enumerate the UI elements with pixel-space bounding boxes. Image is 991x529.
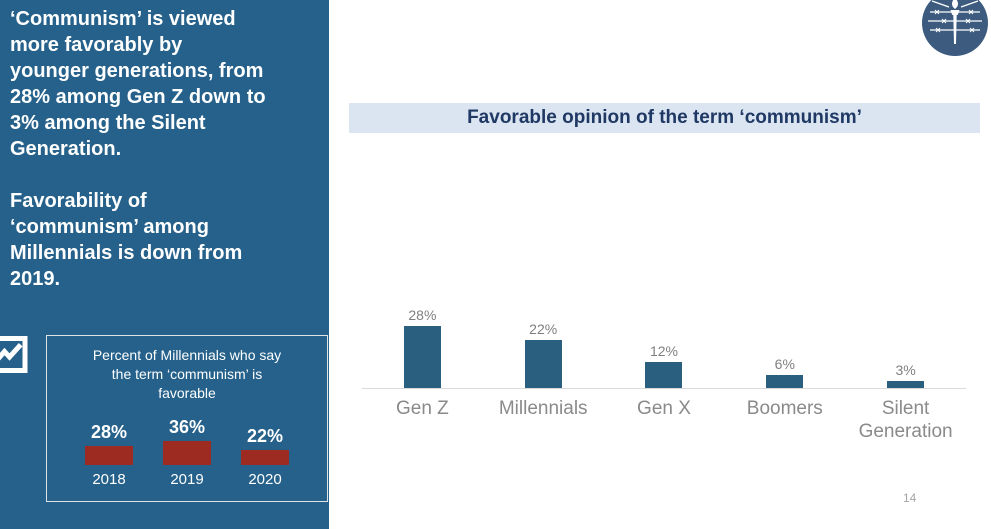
bar-column-boomers: 6% xyxy=(724,356,845,388)
bar xyxy=(645,361,683,388)
category-label: Gen Z xyxy=(395,398,449,419)
category-label: 2019 xyxy=(170,471,204,488)
bar xyxy=(241,450,289,465)
bar xyxy=(524,339,562,388)
category-label: Millennials xyxy=(498,398,588,419)
bar xyxy=(403,326,441,388)
mini-chart-bars: 28% 2018 36% 2019 22% 2020 xyxy=(47,416,327,488)
generation-bar-chart: 28% 22% 12% 6% 3% Gen Z Millennials Gen X Boome… xyxy=(362,300,966,443)
sidebar: ‘Communism’ is viewed more favorably by … xyxy=(0,0,329,529)
bar-value-label: 12% xyxy=(649,342,678,359)
bar-value-label: 6% xyxy=(774,355,795,372)
main-chart-bars: 28% 22% 12% 6% 3% xyxy=(362,300,966,388)
page-number: 14 xyxy=(903,491,917,505)
bar-column-silent-generation: 3% xyxy=(845,362,966,388)
category-label: Gen X xyxy=(637,398,691,419)
bar-value-label: 28% xyxy=(408,307,437,324)
bar-column-millennials: 22% xyxy=(483,321,604,388)
sidebar-paragraph-2: Favorability of ‘communism’ among Millen… xyxy=(10,190,243,290)
category-label: 2020 xyxy=(248,471,282,488)
bar-value-label: 3% xyxy=(895,362,916,379)
bar-column-2018: 28% 2018 xyxy=(85,422,133,488)
chart-title-band: Favorable opinion of the term ‘communism… xyxy=(349,103,980,133)
bar-value-label: 28% xyxy=(90,422,128,442)
bar-column-2019: 36% 2019 xyxy=(163,416,211,488)
bar-value-label: 22% xyxy=(529,320,558,337)
sidebar-paragraph-1: ‘Communism’ is viewed more favorably by … xyxy=(10,8,266,160)
bar xyxy=(163,440,211,465)
bar xyxy=(766,374,804,388)
sidebar-summary-text: ‘Communism’ is viewed more favorably by … xyxy=(10,6,322,292)
main-chart-category-labels: Gen Z Millennials Gen X Boomers Silent Gener… xyxy=(362,397,966,443)
torch-barbed-wire-logo xyxy=(922,0,988,56)
category-label: Silent Generation xyxy=(858,398,953,442)
category-label: Boomers xyxy=(746,398,823,419)
bar-column-gen-x: 12% xyxy=(604,343,725,388)
bar-value-label: 36% xyxy=(168,416,206,437)
mini-chart-title: Percent of Millennials who say the term … xyxy=(92,347,282,401)
x-axis-line xyxy=(362,388,966,389)
bar xyxy=(85,446,133,465)
line-chart-icon xyxy=(0,336,28,373)
mini-chart-box: Percent of Millennials who say the term … xyxy=(46,335,328,502)
category-label: 2018 xyxy=(92,471,126,488)
bar-value-label: 22% xyxy=(246,426,284,446)
bar xyxy=(887,381,925,388)
bar-column-2020: 22% 2020 xyxy=(241,426,289,488)
bar-column-gen-z: 28% xyxy=(362,307,483,388)
